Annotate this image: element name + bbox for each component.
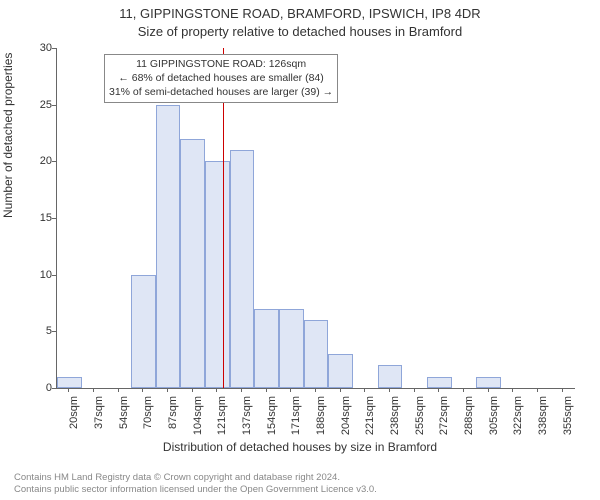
y-tick-label: 20 bbox=[12, 155, 52, 167]
x-tick-label: 171sqm bbox=[290, 396, 302, 456]
x-tick-mark bbox=[93, 388, 94, 392]
histogram-bar bbox=[230, 150, 255, 388]
histogram-bar bbox=[427, 377, 452, 388]
histogram-bar bbox=[180, 139, 205, 388]
x-tick-label: 255sqm bbox=[414, 396, 426, 456]
x-tick-mark bbox=[192, 388, 193, 392]
y-tick-label: 5 bbox=[12, 325, 52, 337]
y-axis-title: Number of detached properties bbox=[1, 53, 15, 218]
x-tick-mark bbox=[68, 388, 69, 392]
histogram-bar bbox=[131, 275, 156, 388]
y-tick-mark bbox=[52, 388, 56, 389]
x-tick-mark bbox=[340, 388, 341, 392]
annotation-line: 31% of semi-detached houses are larger (… bbox=[109, 85, 333, 99]
annotation-box: 11 GIPPINGSTONE ROAD: 126sqm← 68% of det… bbox=[104, 54, 338, 103]
chart-title-line2: Size of property relative to detached ho… bbox=[0, 24, 600, 39]
y-tick-label: 10 bbox=[12, 269, 52, 281]
annotation-line: ← 68% of detached houses are smaller (84… bbox=[109, 71, 333, 85]
x-tick-label: 355sqm bbox=[562, 396, 574, 456]
y-tick-mark bbox=[52, 161, 56, 162]
x-tick-label: 338sqm bbox=[537, 396, 549, 456]
x-tick-mark bbox=[438, 388, 439, 392]
y-tick-label: 0 bbox=[12, 382, 52, 394]
x-tick-mark bbox=[167, 388, 168, 392]
x-tick-label: 204sqm bbox=[340, 396, 352, 456]
x-tick-label: 70sqm bbox=[142, 396, 154, 456]
x-tick-mark bbox=[216, 388, 217, 392]
x-tick-mark bbox=[537, 388, 538, 392]
footer-credit: Contains HM Land Registry data © Crown c… bbox=[14, 472, 377, 496]
x-tick-mark bbox=[142, 388, 143, 392]
x-tick-mark bbox=[389, 388, 390, 392]
histogram-bar bbox=[328, 354, 353, 388]
x-tick-mark bbox=[241, 388, 242, 392]
x-tick-label: 137sqm bbox=[241, 396, 253, 456]
histogram-bar bbox=[156, 105, 181, 388]
x-tick-label: 154sqm bbox=[266, 396, 278, 456]
x-tick-label: 54sqm bbox=[118, 396, 130, 456]
footer-line2: Contains public sector information licen… bbox=[14, 484, 377, 496]
x-tick-label: 20sqm bbox=[68, 396, 80, 456]
y-tick-mark bbox=[52, 105, 56, 106]
y-tick-mark bbox=[52, 275, 56, 276]
x-tick-mark bbox=[562, 388, 563, 392]
x-tick-label: 37sqm bbox=[93, 396, 105, 456]
x-tick-label: 87sqm bbox=[167, 396, 179, 456]
x-tick-label: 288sqm bbox=[463, 396, 475, 456]
chart-title-line1: 11, GIPPINGSTONE ROAD, BRAMFORD, IPSWICH… bbox=[0, 6, 600, 21]
y-tick-mark bbox=[52, 331, 56, 332]
y-tick-label: 15 bbox=[12, 212, 52, 224]
histogram-bar bbox=[254, 309, 279, 388]
x-tick-mark bbox=[266, 388, 267, 392]
x-tick-label: 322sqm bbox=[512, 396, 524, 456]
x-tick-mark bbox=[315, 388, 316, 392]
x-tick-label: 305sqm bbox=[488, 396, 500, 456]
x-tick-mark bbox=[414, 388, 415, 392]
y-tick-label: 25 bbox=[12, 99, 52, 111]
histogram-bar bbox=[304, 320, 329, 388]
y-tick-mark bbox=[52, 218, 56, 219]
x-tick-label: 238sqm bbox=[389, 396, 401, 456]
y-tick-label: 30 bbox=[12, 42, 52, 54]
histogram-bar bbox=[476, 377, 501, 388]
x-tick-mark bbox=[488, 388, 489, 392]
histogram-bar bbox=[378, 365, 403, 388]
x-tick-label: 272sqm bbox=[438, 396, 450, 456]
annotation-line: 11 GIPPINGSTONE ROAD: 126sqm bbox=[109, 57, 333, 71]
x-tick-mark bbox=[118, 388, 119, 392]
y-tick-mark bbox=[52, 48, 56, 49]
x-tick-mark bbox=[364, 388, 365, 392]
x-tick-mark bbox=[512, 388, 513, 392]
histogram-bar bbox=[279, 309, 304, 388]
x-tick-mark bbox=[463, 388, 464, 392]
histogram-bar bbox=[57, 377, 82, 388]
footer-line1: Contains HM Land Registry data © Crown c… bbox=[14, 472, 377, 484]
histogram-bar bbox=[205, 161, 230, 388]
x-tick-label: 104sqm bbox=[192, 396, 204, 456]
x-tick-label: 188sqm bbox=[315, 396, 327, 456]
x-tick-label: 221sqm bbox=[364, 396, 376, 456]
chart-container: 11, GIPPINGSTONE ROAD, BRAMFORD, IPSWICH… bbox=[0, 0, 600, 500]
x-tick-mark bbox=[290, 388, 291, 392]
x-tick-label: 121sqm bbox=[216, 396, 228, 456]
